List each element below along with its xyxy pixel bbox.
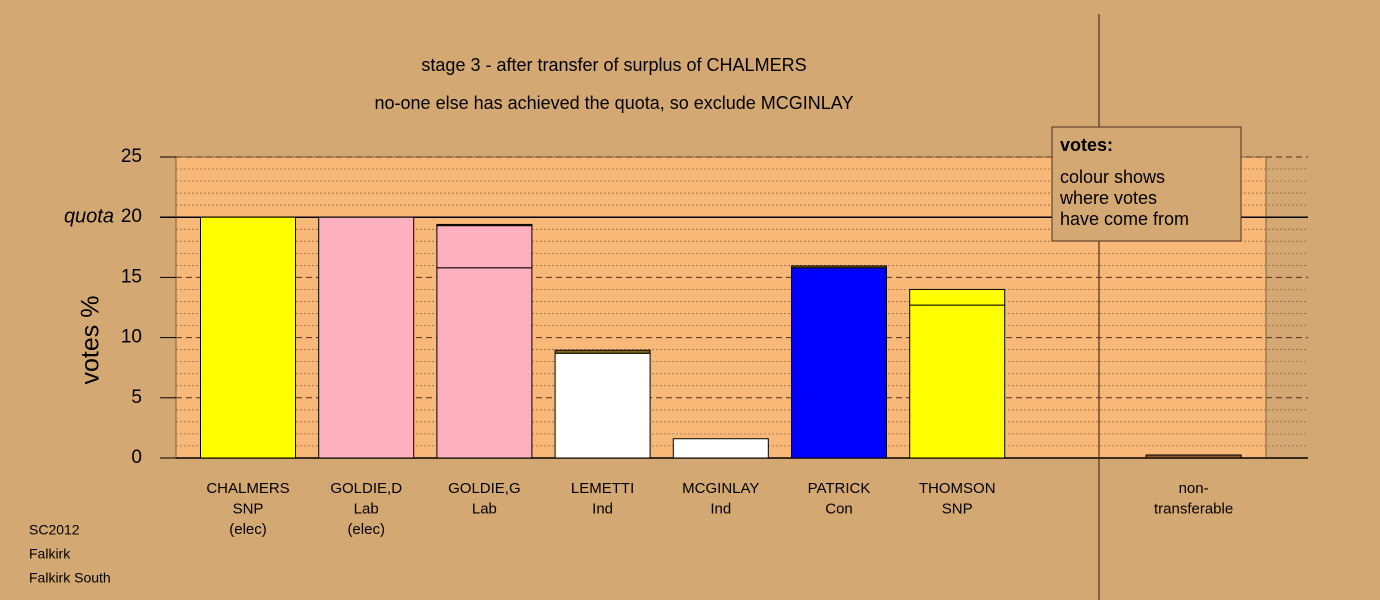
- y-axis-label: votes %: [77, 296, 105, 385]
- legend-text: colour shows: [1060, 167, 1165, 187]
- x-tick-label: Lab: [472, 500, 497, 517]
- y-tick-label: 20: [121, 206, 142, 227]
- x-tick-label: Con: [825, 500, 853, 517]
- bar-segment: [791, 265, 887, 269]
- bar-segment: [436, 267, 533, 459]
- y-tick-label: 10: [121, 327, 142, 348]
- legend-box: [1051, 126, 1242, 242]
- bar-segment: [909, 304, 1006, 459]
- y-tick-label: 25: [121, 146, 142, 167]
- bar-segment: [554, 349, 651, 354]
- bar-segment: [436, 225, 533, 269]
- bar-segment: [672, 438, 769, 459]
- bar-segment: [791, 267, 887, 459]
- bar-segment: [318, 216, 415, 459]
- bar-segment: [436, 223, 533, 227]
- x-tick-label: SNP: [233, 500, 264, 517]
- bar-segment: [200, 216, 296, 459]
- legend-text: have come from: [1060, 209, 1189, 229]
- x-tick-label: non-: [1179, 480, 1209, 497]
- x-tick-label: GOLDIE,D: [330, 480, 402, 497]
- quota-label: quota: [64, 205, 114, 227]
- y-tick-label: 15: [121, 266, 142, 287]
- y-tick-label: 0: [131, 447, 142, 468]
- x-tick-label: Lab: [354, 500, 379, 517]
- x-tick-label: (elec): [229, 521, 267, 538]
- x-tick-label: PATRICK: [808, 480, 871, 497]
- legend-text: where votes: [1059, 188, 1157, 208]
- x-tick-label: THOMSON: [919, 480, 996, 497]
- x-tick-label: LEMETTI: [571, 480, 634, 497]
- x-tick-label: Ind: [592, 500, 613, 517]
- x-tick-label: SNP: [942, 500, 973, 517]
- chart-subtitle: no-one else has achieved the quota, so e…: [375, 93, 854, 113]
- footer-text: Falkirk: [29, 546, 71, 562]
- bar-segment: [909, 288, 1006, 306]
- legend-title: votes:: [1060, 135, 1113, 155]
- chart-title: stage 3 - after transfer of surplus of C…: [421, 55, 806, 75]
- x-tick-label: CHALMERS: [206, 480, 289, 497]
- footer-text: SC2012: [29, 522, 80, 538]
- x-tick-label: MCGINLAY: [682, 480, 759, 497]
- y-tick-label: 5: [131, 387, 142, 408]
- x-tick-label: transferable: [1154, 500, 1233, 517]
- x-tick-label: GOLDIE,G: [448, 480, 521, 497]
- x-tick-label: (elec): [347, 521, 385, 538]
- bar-segment: [1145, 454, 1242, 459]
- bar-segment: [554, 352, 651, 459]
- footer-text: Falkirk South: [29, 570, 111, 586]
- x-tick-label: Ind: [710, 500, 731, 517]
